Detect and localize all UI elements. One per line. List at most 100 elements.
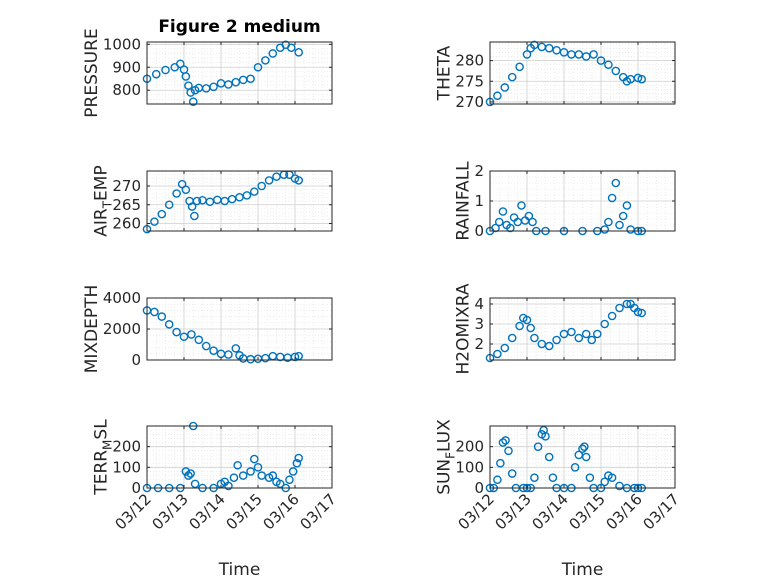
data-point [184,471,193,480]
data-point [257,471,267,480]
data-point [257,181,267,191]
x-tick-label: 03/16 [603,490,646,533]
data-point [246,467,255,476]
y-tick-label: 200 [112,438,141,456]
data-point [567,327,576,337]
data-point [229,473,239,482]
data-point [286,43,296,53]
data-point [618,211,628,221]
data-point [578,444,587,454]
data-point [524,211,534,221]
y-tick-label: 270 [112,177,141,195]
data-point [496,458,505,468]
data-point [253,62,263,72]
data-point [500,343,510,353]
x-tick-label: 03/13 [149,490,192,533]
x-axis-label: Time [561,560,604,580]
data-point [238,471,248,480]
y-tick-label: 2 [474,335,484,353]
data-point [615,303,624,313]
data-point [615,481,624,491]
data-point [224,481,233,491]
data-point [633,307,643,317]
y-tick-label: 1000 [103,35,141,53]
data-point [580,442,589,451]
data-point [637,74,647,84]
data-point [544,43,554,53]
data-point [186,469,195,478]
data-point [288,467,298,476]
y-axis-label: SUNFLUX [435,419,458,495]
data-point [596,56,606,65]
y-axis-label: RAINFALL [454,161,474,241]
data-point [494,217,504,227]
data-point [493,349,502,359]
data-point [151,69,161,79]
data-point [622,299,632,309]
data-point [224,350,233,359]
data-point [179,332,189,342]
data-point [600,477,610,487]
data-point [190,479,200,489]
data-point [604,217,613,227]
y-tick-label: 275 [455,72,484,90]
data-point [194,335,204,345]
data-point [530,333,539,343]
data-point [622,201,632,210]
y-tick-label: 0 [474,222,484,240]
data-point [552,45,561,55]
data-point [570,463,580,472]
data-point [574,450,584,460]
data-point [164,320,174,329]
data-point [249,187,259,196]
data-point [604,60,613,70]
x-axis-label: Time [218,560,261,580]
data-point [187,202,197,211]
y-tick-label: 800 [112,81,141,99]
data-point [515,62,524,72]
data-point [574,333,584,343]
data-point [498,438,508,447]
axes-box [146,170,333,232]
data-point [491,223,500,233]
data-point [526,323,536,333]
data-point [201,341,211,351]
y-tick-label: 3 [474,315,484,333]
y-axis-label: MIXDEPTH [82,285,102,374]
y-tick-label: 0 [131,479,141,497]
data-point [498,207,508,216]
data-point [522,315,532,325]
subplot-terrmsl: 010020003/1203/1303/1403/1503/1603/17TER… [92,419,340,580]
data-point [164,200,174,210]
y-axis-label: H2OMIXRA [454,283,474,374]
y-tick-label: 265 [112,196,141,214]
y-tick-label: 1 [474,192,484,210]
data-point [507,333,517,343]
data-point [294,176,304,185]
axes-box [489,425,676,489]
y-tick-label: 260 [112,215,141,233]
y-axis-label: PRESSURE [82,28,102,117]
data-point [559,48,569,57]
subplot-sunflux: 010020003/1203/1303/1403/1503/1603/17SUN… [435,419,683,580]
data-point [552,335,561,345]
chart-title: Figure 2 medium [158,17,320,37]
data-point [587,335,597,345]
data-point [544,452,554,462]
data-point [264,176,274,185]
data-point [493,91,502,101]
data-point [150,307,159,317]
data-point [544,341,554,351]
data-point [292,458,302,468]
data-point [209,82,218,92]
data-point [581,452,591,462]
data-point [231,344,241,353]
y-tick-label: 100 [112,458,141,476]
y-tick-label: 4 [474,295,484,313]
data-point [633,73,643,83]
data-point [157,312,167,321]
data-point [574,50,584,59]
data-point [253,463,263,472]
